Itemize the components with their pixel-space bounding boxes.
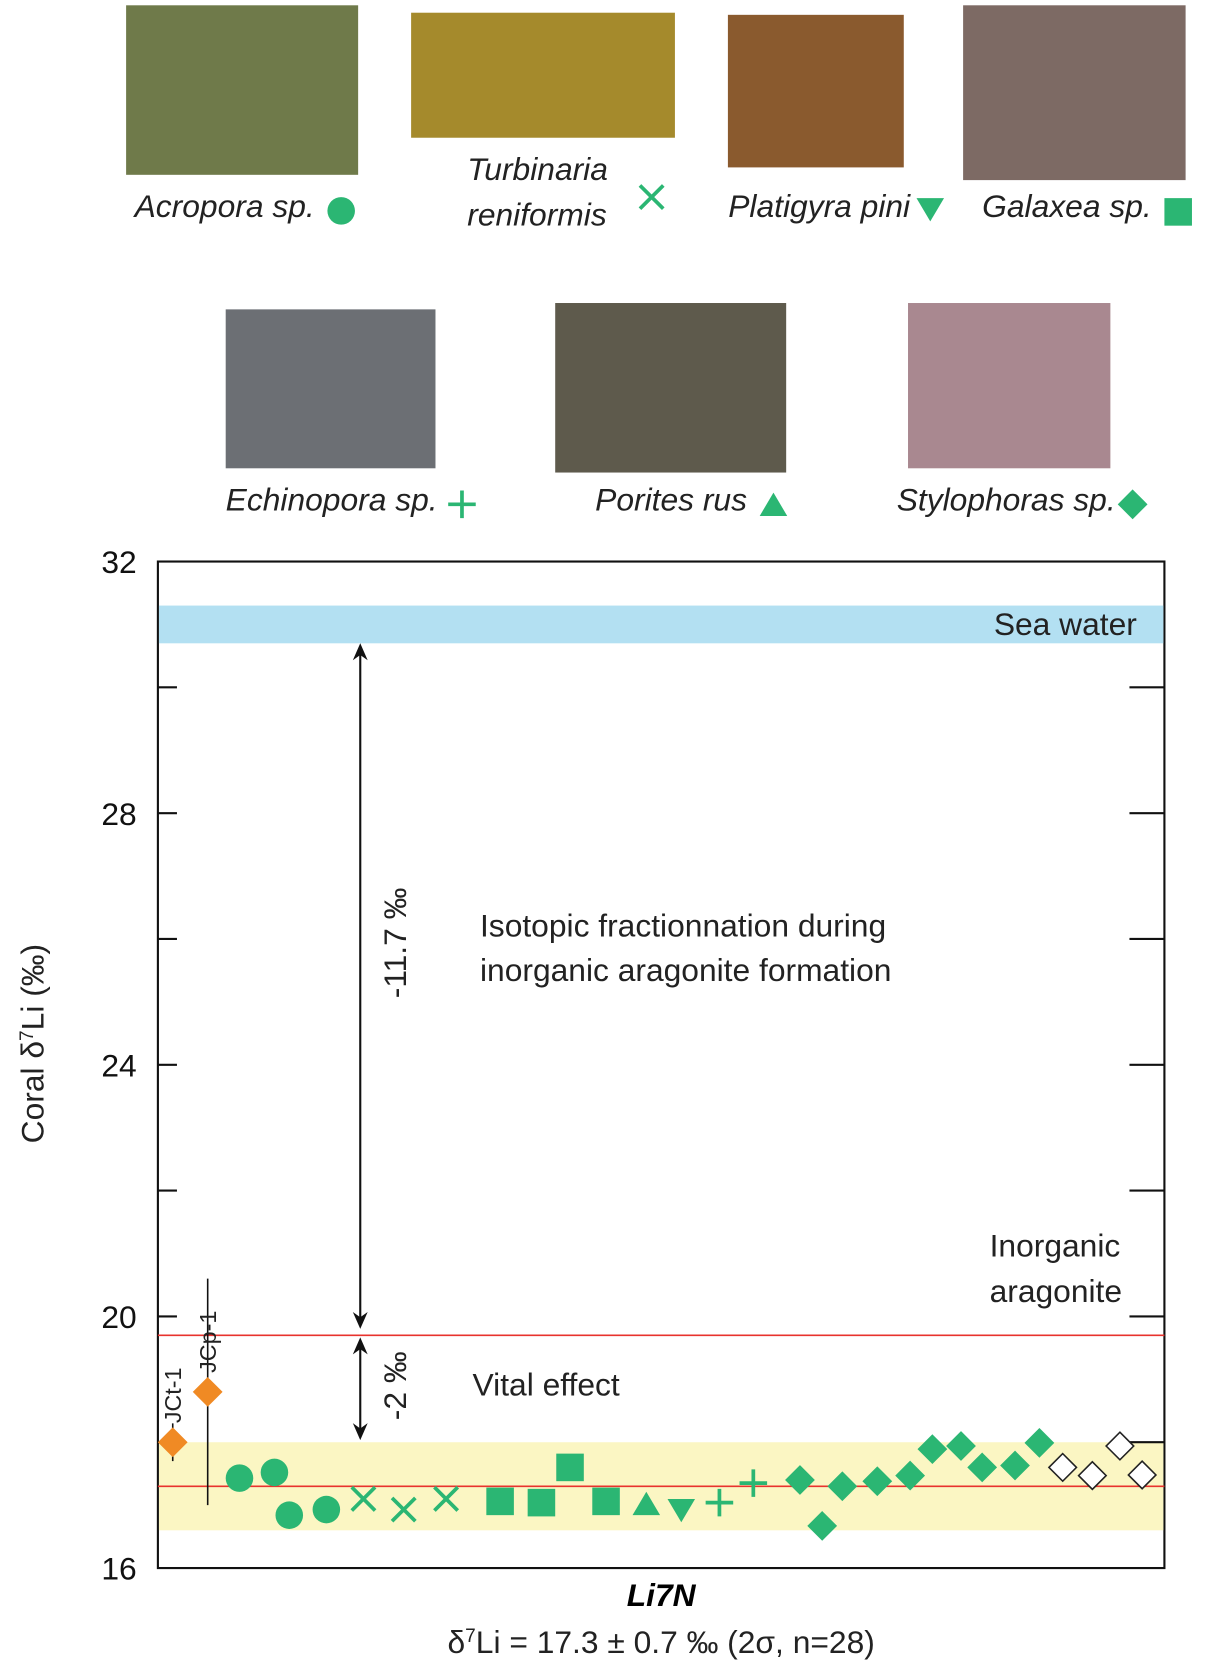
- marker: [895, 1460, 926, 1491]
- marker: [157, 1427, 188, 1458]
- marker: [1077, 1460, 1108, 1491]
- photo: [126, 5, 359, 175]
- y-tick-label: 24: [101, 1047, 136, 1083]
- sea-water-band: [158, 605, 1164, 644]
- marker: [350, 1485, 377, 1512]
- marker: [785, 1465, 815, 1495]
- inorganic-label: Inorganic: [990, 1228, 1121, 1264]
- standard-label: JCp-1: [195, 1311, 221, 1373]
- y-tick-label: 20: [101, 1299, 136, 1335]
- marker: [556, 1453, 584, 1482]
- legend-label: Porites rus: [595, 482, 747, 518]
- marker: [759, 492, 788, 516]
- arrow-head: [352, 643, 368, 661]
- marker: [807, 1511, 838, 1541]
- y-tick-label: 28: [101, 796, 136, 832]
- arrow-head: [352, 1337, 368, 1355]
- marker: [739, 1469, 768, 1497]
- delta-label: -2 ‰: [377, 1351, 413, 1420]
- marker: [632, 1491, 661, 1516]
- text-part: Turbinaria: [467, 151, 608, 187]
- legend-label: Acropora sp.: [133, 188, 315, 224]
- marker: [592, 1487, 620, 1516]
- text-part: Coral δ: [14, 1041, 50, 1143]
- legend-label: Platigyra pini: [728, 188, 911, 224]
- vital-label: Vital effect: [473, 1366, 620, 1402]
- photo: [727, 14, 904, 168]
- fractionation-label: inorganic aragonite formation: [480, 952, 891, 988]
- standard-label: JCt-1: [160, 1367, 186, 1423]
- marker: [946, 1431, 976, 1461]
- marker: [192, 1377, 223, 1407]
- inorganic-label: aragonite: [990, 1273, 1122, 1309]
- marker: [1000, 1450, 1030, 1481]
- text-part: Li (‰): [14, 944, 50, 1030]
- delta-label: -11.7 ‰: [377, 888, 413, 999]
- photo: [963, 5, 1186, 181]
- photo: [411, 12, 675, 138]
- text-part: 7: [17, 1030, 38, 1041]
- marker: [638, 184, 665, 211]
- marker: [433, 1485, 460, 1512]
- double-arrow: [352, 1337, 368, 1441]
- photo: [225, 309, 436, 469]
- photo: [555, 303, 787, 473]
- legend-label: Turbinaria reniformis: [467, 151, 608, 233]
- plot-frame: [156, 560, 1166, 1570]
- arrow-head: [352, 1423, 368, 1441]
- marker: [917, 1434, 948, 1465]
- marker: [448, 490, 476, 519]
- marker: [225, 1464, 254, 1492]
- y-tick-label: 32: [101, 544, 136, 580]
- legend-label: Stylophoras sp.: [897, 482, 1116, 518]
- marker: [862, 1466, 893, 1497]
- marker: [390, 1496, 417, 1523]
- photos: [126, 5, 1186, 473]
- legend-label: Echinopora sp.: [226, 482, 438, 518]
- marker: [486, 1487, 514, 1516]
- marker: [312, 1495, 341, 1524]
- double-arrow: [352, 643, 368, 1329]
- marker: [705, 1488, 734, 1517]
- marker: [1047, 1452, 1078, 1483]
- arrow-head: [352, 1311, 368, 1329]
- marker: [527, 1488, 556, 1517]
- text-part: 7: [465, 1626, 476, 1647]
- text-part: reniformis: [467, 197, 607, 233]
- text-part: δ: [447, 1624, 465, 1660]
- marker: [967, 1452, 998, 1483]
- marker: [1117, 489, 1148, 520]
- marker: [827, 1471, 858, 1502]
- fractionation-label: Isotopic fractionnation during: [480, 908, 886, 944]
- marker: [260, 1458, 289, 1487]
- sea-water-label: Sea water: [994, 606, 1137, 642]
- legend-label: Galaxea sp.: [982, 188, 1152, 224]
- marker: [1105, 1431, 1135, 1461]
- marker: [1024, 1427, 1055, 1458]
- marker: [327, 197, 355, 225]
- marker: [667, 1498, 696, 1523]
- y-axis-label: Coral δ7Li (‰): [14, 944, 50, 1144]
- marker: [1164, 198, 1192, 226]
- y-tick-label: 16: [101, 1551, 136, 1587]
- subtitle: δ7Li = 17.3 ± 0.7 ‰ (2σ, n=28): [447, 1624, 874, 1660]
- marker: [275, 1501, 304, 1529]
- marker: [1127, 1460, 1158, 1490]
- text-part: Li = 17.3 ± 0.7 ‰ (2σ, n=28): [476, 1624, 875, 1660]
- x-axis-label: Li7N: [627, 1577, 697, 1613]
- photo: [908, 303, 1111, 469]
- marker: [916, 198, 945, 222]
